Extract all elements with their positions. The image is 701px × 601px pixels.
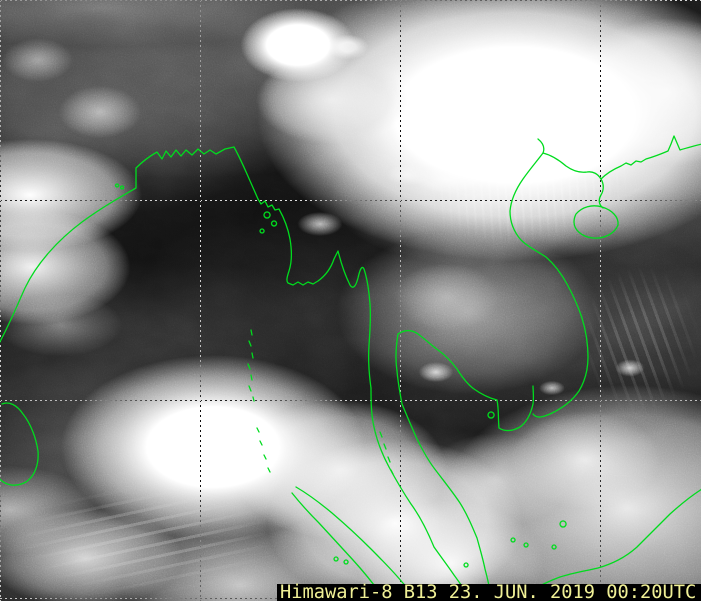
- coast-gulf-of-thailand: [397, 329, 535, 432]
- coast-myanmar: [233, 146, 472, 601]
- islands-mergui: [379, 431, 394, 475]
- coast-malay-peninsula-east: [395, 333, 493, 601]
- coast-india-bangladesh: [0, 146, 235, 344]
- coast-vietnam: [509, 138, 589, 418]
- label-text: Himawari-8 B13 23. JUN. 2019 00:20UTC: [280, 582, 697, 601]
- label-bar: Himawari-8 B13 23. JUN. 2019 00:20UTC: [277, 582, 701, 601]
- coast-south-china: [600, 135, 701, 180]
- coast-gulf-of-tonkin: [542, 152, 604, 209]
- islands-andaman-nicobar: [247, 329, 271, 473]
- coast-sumatra-southwest: [291, 492, 386, 601]
- coast-hainan-island: [573, 205, 619, 239]
- islets-small: [114, 183, 567, 568]
- coast-sri-lanka: [0, 402, 39, 486]
- coast-borneo: [524, 488, 701, 597]
